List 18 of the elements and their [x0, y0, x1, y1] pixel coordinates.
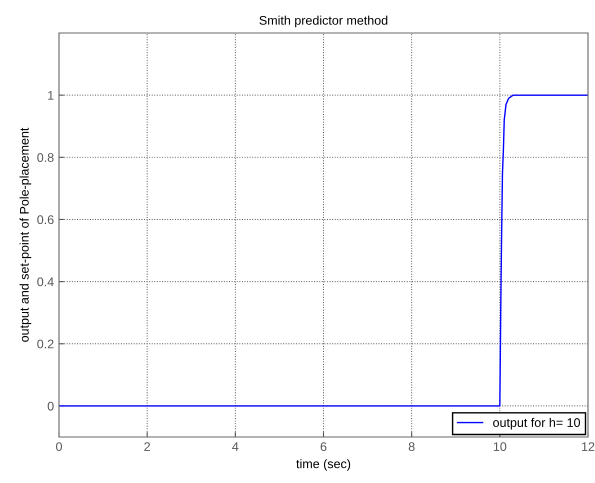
x-tick-label: 12	[582, 442, 594, 451]
y-tick-label: 0	[48, 402, 54, 411]
x-tick-label: 6	[320, 442, 326, 452]
y-tick-label: 0.4	[37, 277, 54, 286]
x-tick-label: 0	[56, 442, 62, 452]
y-tick-label: 1	[48, 91, 54, 100]
y-tick-label: 0.2	[37, 340, 54, 348]
x-tick-label: 4	[232, 442, 238, 451]
y-tick-label: 0.8	[37, 153, 54, 162]
x-axis-title: time (sec)	[296, 459, 350, 471]
x-tick-label: 10	[494, 442, 506, 452]
chart-title: Smith predictor method	[259, 16, 388, 28]
legend-label: output for h= 10	[493, 418, 580, 430]
y-axis-title: output and set-point of Pole-placement	[20, 128, 32, 342]
line-series	[59, 94, 588, 407]
y-tick-label: 0.6	[37, 215, 54, 224]
x-tick-label: 8	[408, 442, 415, 452]
x-tick-label: 2	[144, 442, 150, 451]
